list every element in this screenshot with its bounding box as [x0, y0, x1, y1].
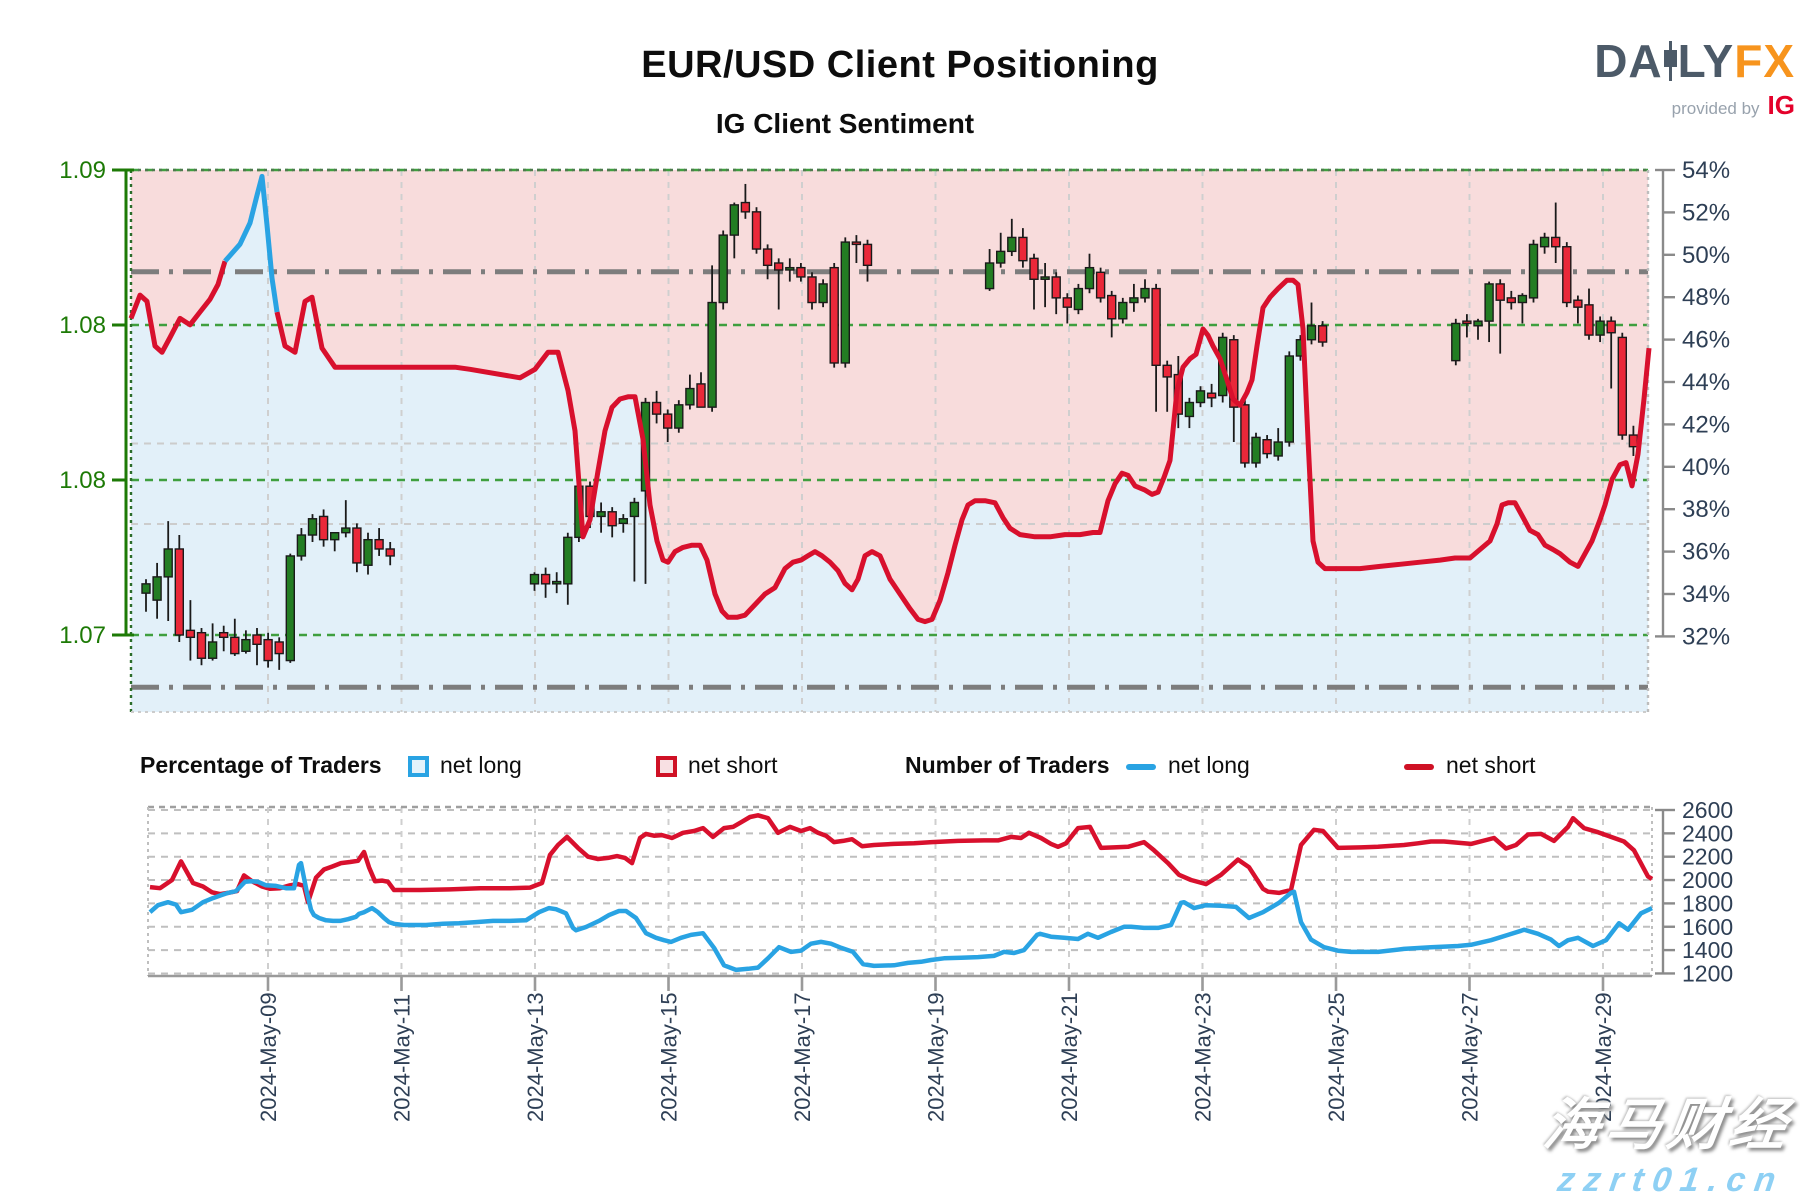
svg-text:54%: 54% [1682, 157, 1730, 184]
fill-below-net-short [131, 176, 1649, 712]
date-tick-label: 2024-May-21 [1057, 992, 1082, 1122]
svg-text:44%: 44% [1682, 369, 1730, 396]
net-long-square-swatch [408, 756, 429, 777]
date-tick-label: 2024-May-25 [1324, 992, 1349, 1122]
svg-text:2400: 2400 [1682, 820, 1733, 846]
svg-text:1400: 1400 [1682, 937, 1733, 963]
chart-subtitle: IG Client Sentiment [715, 108, 975, 139]
date-tick-label: 2024-May-11 [390, 994, 415, 1122]
svg-text:2600: 2600 [1682, 797, 1733, 823]
dailyfx-logo: DA LYFX provided by IG [1500, 38, 1795, 121]
traders-gridlines [147, 805, 1653, 978]
svg-text:1800: 1800 [1682, 890, 1733, 916]
watermark-line2: zzrt01.cn [1555, 1161, 1788, 1199]
watermark: 海马财经 zzrt01.cn [1534, 1080, 1799, 1200]
svg-text:38%: 38% [1682, 496, 1730, 523]
legend-percentage-title: Percentage of Traders [140, 752, 382, 778]
svg-text:42%: 42% [1682, 411, 1730, 438]
svg-text:50%: 50% [1682, 242, 1730, 269]
sentiment-fills [131, 170, 1649, 712]
date-tick-label: 2024-May-17 [790, 992, 815, 1122]
svg-text:2000: 2000 [1682, 867, 1733, 893]
net-short-percent-line [128, 260, 228, 355]
net-short-percent-line [274, 277, 1652, 625]
traders-lines [148, 813, 1654, 973]
logo-text-da: DA [1594, 35, 1663, 87]
watermark-line1: 海马财经 [1539, 1093, 1797, 1156]
sentiment-lines [128, 173, 1652, 625]
candlestick-icon [1663, 41, 1677, 81]
svg-text:40%: 40% [1682, 454, 1730, 481]
ig-logo: IG [1767, 90, 1795, 120]
svg-text:52%: 52% [1682, 199, 1730, 226]
page-title: EUR/USD Client Positioning [641, 44, 1159, 86]
svg-text:1.08: 1.08 [59, 312, 106, 339]
fill-above-net-short [131, 170, 1649, 622]
date-tick-label: 2024-May-27 [1458, 992, 1483, 1122]
main-gridlines [129, 168, 1650, 713]
svg-text:1.07: 1.07 [59, 622, 106, 649]
svg-text:46%: 46% [1682, 327, 1730, 354]
date-axis: 2024-May-09 2024-May-11 2024-May-13 2024-Ma… [256, 976, 1616, 1122]
svg-text:36%: 36% [1682, 539, 1730, 566]
svg-text:34%: 34% [1682, 581, 1730, 608]
svg-text:2200: 2200 [1682, 844, 1733, 870]
date-tick-label: 2024-May-23 [1191, 992, 1216, 1122]
svg-text:48%: 48% [1682, 284, 1730, 311]
logo-text-fx: FX [1734, 35, 1795, 87]
svg-text:32%: 32% [1682, 623, 1730, 650]
svg-text:1.09: 1.09 [59, 157, 106, 184]
candles [141, 183, 1639, 670]
percent-axis: 54% 52% 50% 48% 46% 44% 42% 40% 38% 36% 34% 32% [1655, 157, 1730, 650]
legend-pct-net-long-label: net long [440, 752, 522, 778]
svg-text:1.08: 1.08 [59, 467, 106, 494]
dailyfx-wordmark: DA LYFX [1500, 38, 1795, 84]
price-axis: 1.09 1.08 1.08 1.07 [59, 157, 134, 649]
net-short-square-swatch [656, 756, 677, 777]
net-long-percent-line [223, 173, 280, 313]
date-tick-label: 2024-May-09 [256, 992, 281, 1122]
traders-net-long-line [148, 860, 1653, 973]
provided-by-line: provided by IG [1500, 90, 1795, 121]
legend-number-title: Number of Traders [905, 752, 1110, 778]
logo-text-ly: LY [1677, 35, 1735, 87]
date-tick-label: 2024-May-29 [1591, 992, 1616, 1122]
date-tick-label: 2024-May-13 [523, 992, 548, 1122]
date-tick-label: 2024-May-15 [657, 992, 682, 1122]
date-tick-label: 2024-May-19 [924, 992, 949, 1122]
svg-text:1600: 1600 [1682, 914, 1733, 940]
provided-by-text: provided by [1671, 99, 1760, 118]
net-long-line-swatch [1126, 764, 1156, 770]
svg-text:1200: 1200 [1682, 960, 1733, 986]
legend-pct-net-short-label: net short [688, 752, 778, 778]
legend-num-net-long-label: net long [1168, 752, 1250, 778]
legend-num-net-short-label: net short [1446, 752, 1536, 778]
traders-net-short-line [149, 813, 1654, 905]
net-short-line-swatch [1404, 764, 1434, 770]
